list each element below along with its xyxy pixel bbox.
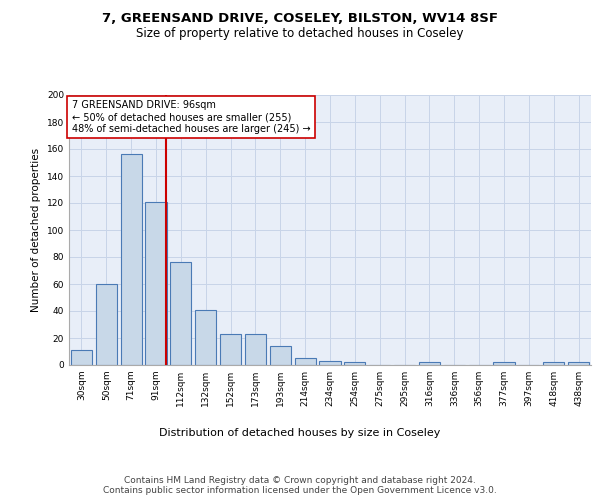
Bar: [245, 334, 266, 365]
Text: 7 GREENSAND DRIVE: 96sqm
← 50% of detached houses are smaller (255)
48% of semi-: 7 GREENSAND DRIVE: 96sqm ← 50% of detach…: [71, 100, 310, 134]
Bar: [295, 358, 316, 365]
Bar: [319, 361, 341, 365]
Bar: [96, 284, 117, 365]
Text: Contains HM Land Registry data © Crown copyright and database right 2024.
Contai: Contains HM Land Registry data © Crown c…: [103, 476, 497, 495]
Bar: [344, 362, 365, 365]
Bar: [568, 362, 589, 365]
Bar: [493, 362, 515, 365]
Bar: [170, 262, 191, 365]
Bar: [121, 154, 142, 365]
Bar: [270, 346, 291, 365]
Bar: [145, 202, 167, 365]
Bar: [419, 362, 440, 365]
Text: 7, GREENSAND DRIVE, COSELEY, BILSTON, WV14 8SF: 7, GREENSAND DRIVE, COSELEY, BILSTON, WV…: [102, 12, 498, 26]
Bar: [543, 362, 564, 365]
Bar: [195, 310, 216, 365]
Text: Size of property relative to detached houses in Coseley: Size of property relative to detached ho…: [136, 28, 464, 40]
Bar: [220, 334, 241, 365]
Y-axis label: Number of detached properties: Number of detached properties: [31, 148, 41, 312]
Text: Distribution of detached houses by size in Coseley: Distribution of detached houses by size …: [160, 428, 440, 438]
Bar: [71, 350, 92, 365]
